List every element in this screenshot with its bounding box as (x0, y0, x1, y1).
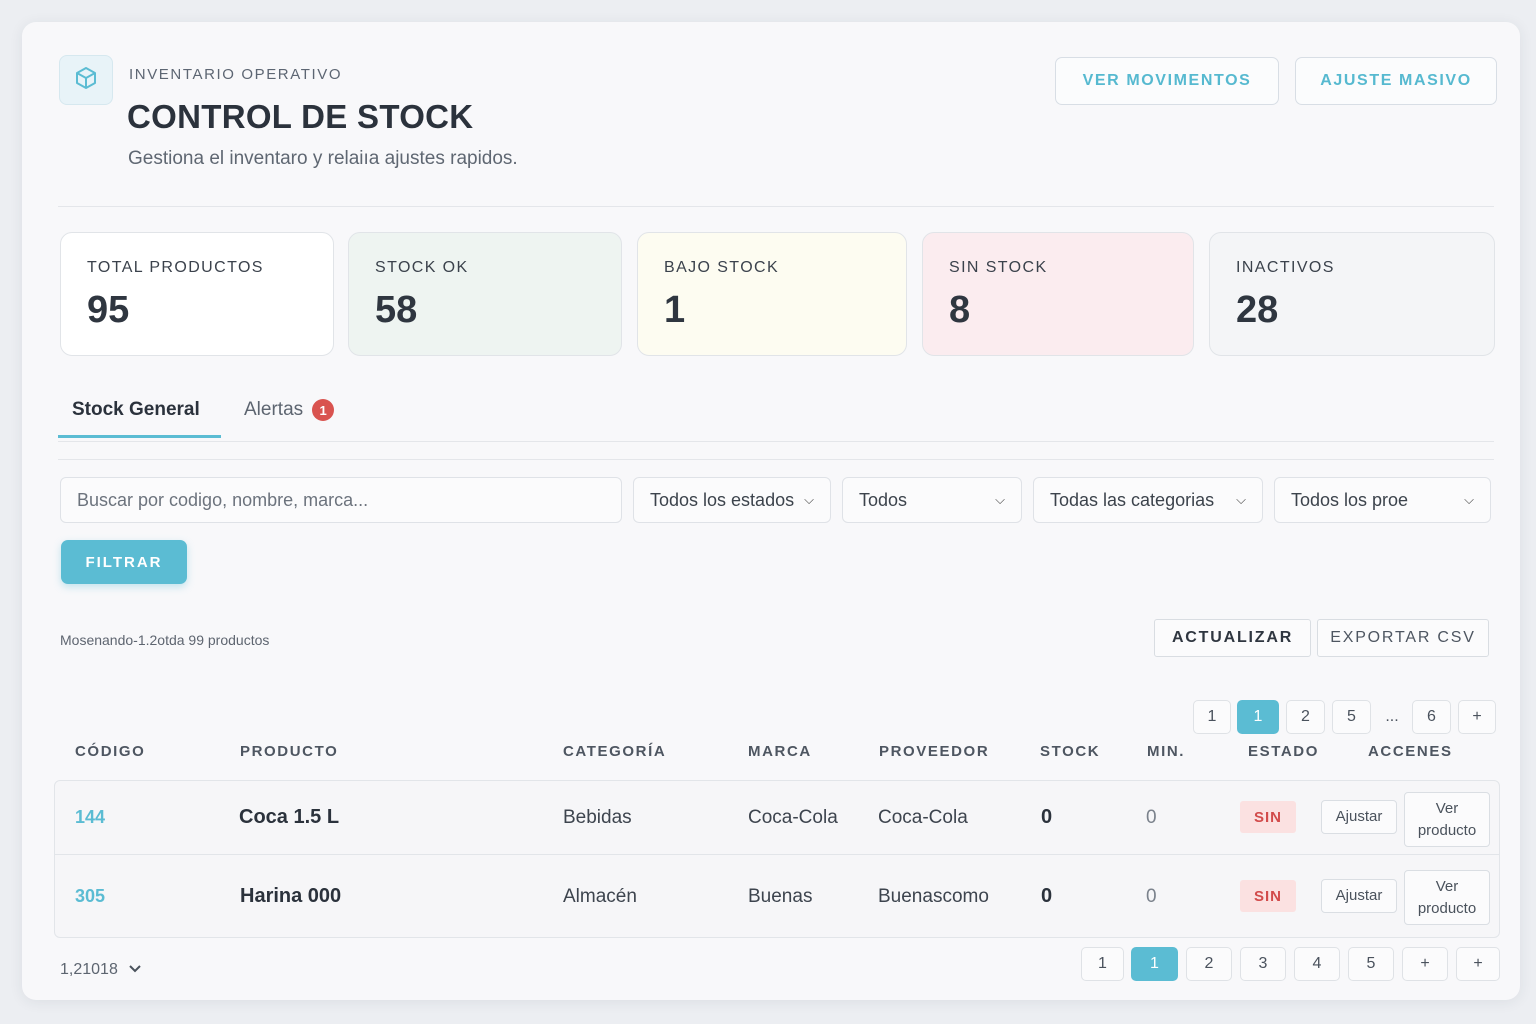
stat-label: SIN STOCK (949, 259, 1048, 276)
tabs-divider (58, 441, 1494, 442)
per-page-value: 1,21018 (60, 961, 118, 978)
next-page-button[interactable]: + (1458, 700, 1496, 734)
stat-label: STOCK OK (375, 259, 469, 276)
stat-inactivos: INACTIVOS 28 (1209, 232, 1495, 356)
chevron-down-icon: ⌵ (995, 492, 1005, 507)
page-eyebrow: INVENTARIO OPERATIVO (129, 66, 343, 83)
categoria-select-value: Todas las categorias (1050, 489, 1215, 510)
next-page-button[interactable]: + (1402, 947, 1448, 981)
ajustar-button[interactable]: Ajustar (1321, 800, 1397, 834)
cell-proveedor: Coca-Cola (878, 807, 968, 828)
active-tab-indicator (58, 435, 221, 438)
alert-count-badge: 1 (312, 399, 335, 421)
box-icon (74, 66, 98, 95)
cell-min: 0 (1146, 807, 1157, 828)
page-button[interactable]: 5 (1332, 700, 1371, 734)
column-header-codigo[interactable]: CÓDIGO (75, 743, 146, 760)
page-button-current[interactable]: 1 (1237, 700, 1279, 734)
cell-marca: Buenas (748, 886, 813, 907)
cell-marca: Coca-Cola (748, 807, 838, 828)
stat-bajo-stock: BAJO STOCK 1 (637, 232, 907, 356)
status-badge: SIN (1240, 880, 1296, 912)
estado-select[interactable]: Todos los estados ⌵ (633, 477, 831, 523)
categoria-select[interactable]: Todas las categorias ⌵ (1033, 477, 1263, 523)
page-title: CONTROL DE STOCK (127, 98, 474, 135)
results-count: Mosenando-1.2otda 99 productos (60, 632, 270, 648)
page-button[interactable]: 1 (1081, 947, 1124, 981)
search-placeholder: Buscar por codigo, nombre, marca... (77, 489, 369, 510)
cell-categoria: Almacén (563, 886, 637, 907)
column-header-proveedor[interactable]: PROVEEDOR (879, 743, 990, 760)
last-page-button[interactable]: + (1456, 947, 1500, 981)
page-button[interactable]: 5 (1348, 947, 1394, 981)
ver-producto-button[interactable]: Ver producto (1404, 792, 1490, 847)
search-input[interactable]: Buscar por codigo, nombre, marca... (60, 477, 622, 523)
ajuste-masivo-button[interactable]: AJUSTE MASIVO (1295, 57, 1497, 105)
tab-alertas[interactable]: Alertas 1 (244, 399, 335, 421)
cell-codigo[interactable]: 305 (75, 886, 106, 906)
chevron-down-icon: ⌵ (1236, 492, 1246, 507)
page-button[interactable]: 2 (1186, 947, 1232, 981)
pagination-ellipsis: ... (1385, 708, 1399, 725)
stat-stock-ok: STOCK OK 58 (348, 232, 622, 356)
page-button[interactable]: 4 (1294, 947, 1340, 981)
stat-value: 1 (664, 289, 686, 331)
column-header-categoria[interactable]: CATEGORÍA (563, 743, 667, 760)
tab-alertas-label: Alertas (244, 399, 304, 420)
column-header-estado[interactable]: ESTADO (1248, 743, 1319, 760)
page-button-current[interactable]: 1 (1131, 947, 1178, 981)
chevron-down-icon: ⌵ (804, 492, 814, 507)
stat-value: 58 (375, 289, 418, 331)
cell-producto: Coca 1.5 L (239, 806, 340, 828)
per-page-select[interactable]: 1,21018 (60, 961, 142, 979)
chevron-down-icon (128, 961, 142, 979)
page-button[interactable]: 3 (1240, 947, 1286, 981)
exportar-csv-button[interactable]: EXPORTAR CSV (1317, 619, 1489, 657)
main-card: INVENTARIO OPERATIVO CONTROL DE STOCK Ge… (22, 22, 1520, 1000)
page-button[interactable]: 1 (1193, 700, 1231, 734)
stat-total-productos: TOTAL PRODUCTOS 95 (60, 232, 334, 356)
actualizar-button[interactable]: ACTUALIZAR (1154, 619, 1311, 657)
filters-divider (58, 459, 1494, 460)
proveedor-select-value: Todos los proe (1291, 489, 1409, 510)
column-header-acciones: ACCENES (1368, 743, 1453, 760)
filtrar-button[interactable]: FILTRAR (61, 540, 187, 584)
stat-sin-stock: SIN STOCK 8 (922, 232, 1194, 356)
stat-value: 28 (1236, 289, 1279, 331)
cell-categoria: Bebidas (563, 807, 632, 828)
page-button[interactable]: 2 (1286, 700, 1325, 734)
ver-movimientos-button[interactable]: VER MOVIMENTOS (1055, 57, 1279, 105)
page-button[interactable]: 6 (1412, 700, 1451, 734)
stat-label: INACTIVOS (1236, 259, 1335, 276)
header-divider (58, 206, 1494, 207)
column-header-producto[interactable]: PRODUCTO (240, 743, 339, 760)
stat-value: 8 (949, 289, 971, 331)
cell-stock: 0 (1041, 885, 1053, 907)
estado-select-value: Todos los estados (650, 489, 795, 510)
status-badge: SIN (1240, 801, 1296, 833)
chevron-down-icon: ⌵ (1464, 492, 1474, 507)
cell-stock: 0 (1041, 806, 1053, 828)
column-header-min[interactable]: MIN. (1147, 743, 1186, 760)
cell-proveedor: Buenascomo (878, 886, 989, 907)
cell-producto: Harina 000 (240, 885, 342, 907)
stat-label: TOTAL PRODUCTOS (87, 259, 264, 276)
cell-min: 0 (1146, 886, 1157, 907)
column-header-stock[interactable]: STOCK (1040, 743, 1101, 760)
stat-value: 95 (87, 289, 130, 331)
tab-stock-general[interactable]: Stock General (72, 399, 200, 420)
cell-codigo[interactable]: 144 (75, 807, 106, 827)
row-divider (55, 854, 1499, 855)
proveedor-select[interactable]: Todos los proe ⌵ (1274, 477, 1491, 523)
stat-label: BAJO STOCK (664, 259, 780, 276)
ajustar-button[interactable]: Ajustar (1321, 879, 1397, 913)
tipo-select[interactable]: Todos ⌵ (842, 477, 1022, 523)
column-header-marca[interactable]: MARCA (748, 743, 812, 760)
tipo-select-value: Todos (859, 489, 908, 510)
ver-producto-button[interactable]: Ver producto (1404, 870, 1490, 925)
inventory-logo (59, 55, 113, 105)
page-subtitle: Gestiona el inventaro y relaiıa ajustes … (128, 148, 518, 169)
